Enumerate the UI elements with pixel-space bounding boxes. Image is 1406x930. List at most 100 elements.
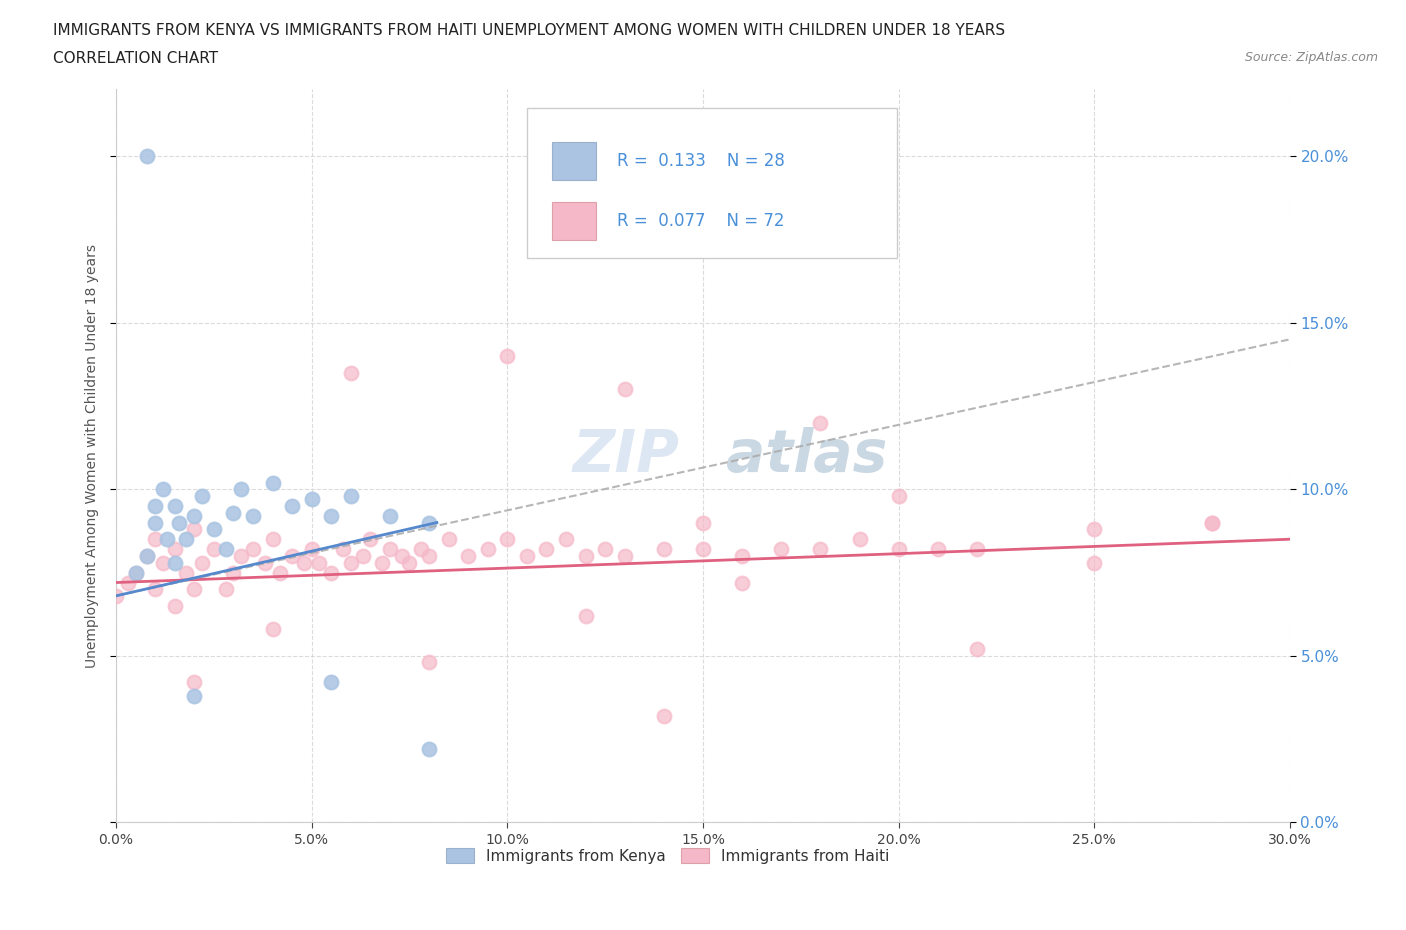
Point: [214, 582, 236, 597]
Point: [371, 555, 394, 570]
FancyBboxPatch shape: [527, 108, 897, 258]
Point: [731, 575, 754, 590]
Point: [1201, 515, 1223, 530]
Point: [163, 542, 186, 557]
Point: [183, 675, 205, 690]
Point: [183, 522, 205, 537]
Point: [321, 509, 343, 524]
Point: [163, 555, 186, 570]
Point: [136, 549, 159, 564]
Point: [1201, 515, 1223, 530]
Point: [613, 549, 636, 564]
Text: CORRELATION CHART: CORRELATION CHART: [53, 51, 218, 66]
Point: [269, 565, 291, 580]
Text: R =  0.133    N = 28: R = 0.133 N = 28: [617, 152, 785, 170]
Text: atlas: atlas: [727, 428, 887, 485]
Point: [613, 382, 636, 397]
Point: [143, 532, 166, 547]
Point: [281, 549, 304, 564]
Point: [516, 549, 538, 564]
Point: [418, 655, 440, 670]
Point: [810, 542, 832, 557]
Point: [810, 415, 832, 430]
FancyBboxPatch shape: [551, 202, 596, 240]
Point: [966, 542, 988, 557]
Point: [124, 565, 146, 580]
Point: [418, 742, 440, 757]
Point: [301, 492, 323, 507]
Point: [411, 542, 433, 557]
Point: [359, 532, 381, 547]
Point: [731, 549, 754, 564]
Point: [242, 542, 264, 557]
Point: [183, 582, 205, 597]
Point: [163, 598, 186, 613]
Text: Source: ZipAtlas.com: Source: ZipAtlas.com: [1244, 51, 1378, 64]
Point: [104, 589, 127, 604]
Point: [117, 575, 139, 590]
Point: [308, 555, 330, 570]
Point: [1083, 555, 1105, 570]
Point: [652, 542, 675, 557]
Point: [339, 488, 361, 503]
Point: [321, 675, 343, 690]
Point: [202, 522, 225, 537]
Point: [457, 549, 479, 564]
Point: [398, 555, 420, 570]
Point: [574, 608, 596, 623]
Point: [202, 542, 225, 557]
Point: [176, 532, 198, 547]
Point: [966, 642, 988, 657]
Point: [301, 542, 323, 557]
Point: [167, 515, 190, 530]
Y-axis label: Unemployment Among Women with Children Under 18 years: Unemployment Among Women with Children U…: [86, 244, 100, 668]
Point: [848, 532, 870, 547]
Point: [136, 149, 159, 164]
Text: IMMIGRANTS FROM KENYA VS IMMIGRANTS FROM HAITI UNEMPLOYMENT AMONG WOMEN WITH CHI: IMMIGRANTS FROM KENYA VS IMMIGRANTS FROM…: [53, 23, 1005, 38]
Point: [887, 488, 910, 503]
Point: [1083, 522, 1105, 537]
Point: [262, 475, 284, 490]
Point: [352, 549, 374, 564]
Point: [214, 542, 236, 557]
Point: [692, 515, 714, 530]
Point: [418, 515, 440, 530]
Point: [191, 555, 214, 570]
Point: [496, 532, 519, 547]
FancyBboxPatch shape: [551, 142, 596, 180]
Point: [253, 555, 276, 570]
Point: [770, 542, 793, 557]
Point: [418, 549, 440, 564]
Point: [555, 532, 578, 547]
Point: [176, 565, 198, 580]
Point: [652, 709, 675, 724]
Point: [136, 549, 159, 564]
Point: [143, 515, 166, 530]
Point: [332, 542, 354, 557]
Point: [536, 542, 558, 557]
Point: [496, 349, 519, 364]
Point: [391, 549, 413, 564]
Point: [262, 622, 284, 637]
Text: ZIP: ZIP: [572, 428, 679, 485]
Point: [927, 542, 949, 557]
Point: [378, 542, 401, 557]
Point: [378, 509, 401, 524]
Point: [692, 542, 714, 557]
Point: [124, 565, 146, 580]
Point: [183, 509, 205, 524]
Point: [593, 542, 616, 557]
Point: [574, 549, 596, 564]
Point: [143, 582, 166, 597]
Point: [222, 565, 245, 580]
Point: [262, 532, 284, 547]
Point: [339, 365, 361, 380]
Legend: Immigrants from Kenya, Immigrants from Haiti: Immigrants from Kenya, Immigrants from H…: [440, 842, 896, 870]
Point: [887, 542, 910, 557]
Point: [242, 509, 264, 524]
Point: [477, 542, 499, 557]
Point: [231, 482, 253, 497]
Point: [339, 555, 361, 570]
Point: [143, 498, 166, 513]
Point: [156, 532, 179, 547]
